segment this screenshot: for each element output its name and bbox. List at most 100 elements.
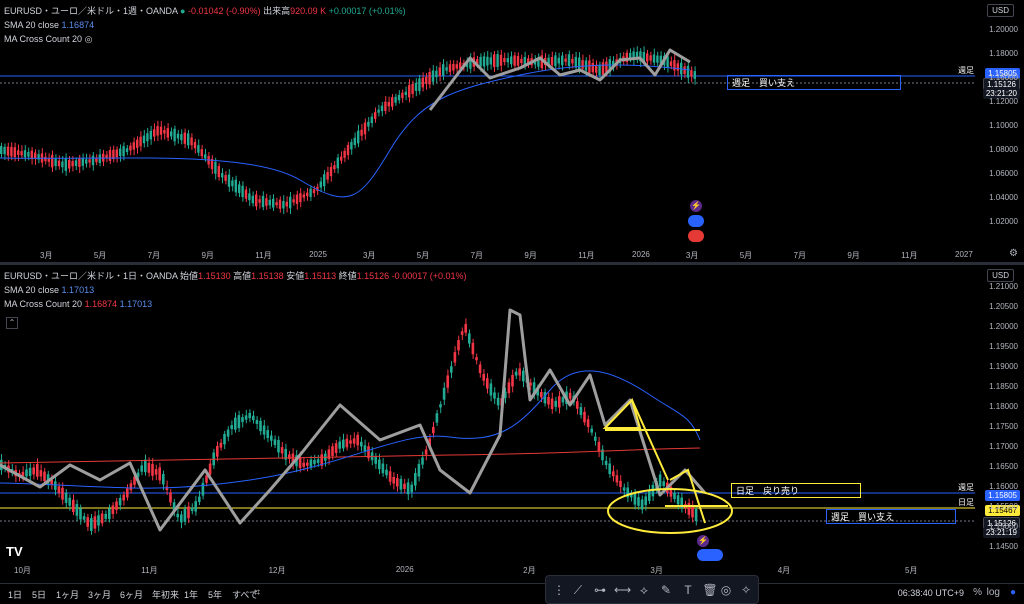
daily-candle — [338, 441, 341, 449]
daily-candle — [277, 439, 280, 453]
daily-candle — [579, 407, 583, 415]
daily-candle — [75, 503, 79, 516]
path-tool-icon[interactable]: ⟡ — [640, 583, 648, 597]
daily-candle — [334, 443, 338, 453]
daily-candle — [558, 396, 561, 408]
price-tick-label: 1.06000 — [989, 169, 1018, 178]
weekly-candle — [421, 77, 424, 88]
weekly-candle — [61, 161, 64, 168]
us-flag-event-icon[interactable] — [688, 230, 704, 242]
daily-change: -0.00017 (+0.01%) — [391, 271, 467, 281]
weekly-currency-button[interactable]: USD — [987, 4, 1014, 17]
timeframe-button[interactable]: 3ヶ月 — [88, 590, 112, 600]
date-range-icon[interactable]: ⌗ — [254, 587, 261, 599]
ray-tool-icon[interactable]: ⟷ — [614, 583, 632, 597]
timeframe-button[interactable]: すべて — [232, 590, 259, 600]
weekly-macc-legend[interactable]: MA Cross Count 20 ◎ — [4, 34, 92, 45]
time-tick-label: 3月 — [685, 251, 699, 260]
timeframe-button[interactable]: 6ヶ月 — [120, 590, 144, 600]
log-toggle[interactable]: log — [986, 587, 1000, 598]
timeframe-button[interactable]: 1年 — [184, 590, 199, 600]
timeframe-button[interactable]: 1ヶ月 — [56, 590, 80, 600]
settings-gear-icon[interactable]: ⚙ — [1009, 248, 1018, 259]
price-tick-label: 1.19000 — [989, 362, 1018, 371]
daily-candle — [410, 484, 413, 493]
weekly-candle — [676, 63, 679, 71]
pane-separator[interactable] — [0, 262, 1024, 265]
daily-candle — [280, 447, 284, 454]
lightning-event-icon[interactable]: ⚡ — [690, 200, 702, 212]
daily-candle — [403, 483, 406, 489]
weekly-candle — [146, 133, 149, 142]
weekly-candle — [71, 161, 74, 167]
daily-candle — [111, 505, 115, 514]
daily-symbol[interactable]: EURUSD・ユーロ／米ドル・1日・OANDA — [4, 271, 178, 281]
timeframe-button[interactable]: 年初来 — [152, 590, 180, 600]
weekly-candle — [0, 146, 3, 154]
timeframe-button[interactable]: 5年 — [208, 590, 223, 600]
daily-candle — [399, 478, 403, 490]
tradingview-logo[interactable]: TV — [6, 544, 23, 559]
price-tick-label: 1.12000 — [989, 97, 1018, 106]
weekly-candle — [221, 173, 224, 178]
daily-ma-long-line — [0, 447, 701, 464]
weekly-candle — [214, 161, 217, 174]
daily-swing-path — [0, 308, 707, 532]
collapse-chevron-icon[interactable]: ⌃ — [6, 317, 18, 329]
weekly-support-note[interactable]: 週足 買い支え — [727, 75, 901, 90]
daily-resistance-note[interactable]: 日足 戻り売り — [731, 483, 861, 498]
daily-candle — [266, 430, 269, 439]
daily-macc-legend[interactable]: MA Cross Count 20 1.16874 1.17013 — [4, 299, 152, 309]
weekly-candle — [425, 76, 428, 84]
highlighter-tool-icon[interactable]: ✧ — [740, 583, 752, 597]
close-value: 1.15126 — [356, 271, 390, 281]
weekly-candle — [302, 194, 305, 198]
delete-tool-icon[interactable]: 🗑 — [702, 583, 718, 597]
text-tool-icon[interactable]: T — [684, 583, 692, 597]
daily-economic-event-icons[interactable] — [697, 549, 723, 561]
percent-toggle[interactable]: % — [973, 587, 982, 598]
weekly-candle — [275, 202, 278, 206]
daily-candle — [669, 486, 673, 497]
low-label: 安値 — [286, 271, 305, 281]
daily-chart-pane[interactable]: EURUSD・ユーロ／米ドル・1日・OANDA 始値1.15130 高値1.15… — [0, 265, 1024, 577]
drag-handle-icon[interactable]: ⋮ — [553, 583, 565, 597]
weekly-symbol[interactable]: EURUSD・ユーロ／米ドル・1週・OANDA — [4, 6, 178, 16]
daily-support-note[interactable]: 週足 買い支え — [826, 509, 956, 524]
daily-lightning-event-icon[interactable]: ⚡ — [697, 535, 709, 547]
daily-macc-label: MA Cross Count 20 — [4, 299, 83, 309]
daily-candle — [648, 490, 651, 501]
timeframe-button[interactable]: 5日 — [32, 590, 47, 600]
time-tick-label: 4月 — [777, 566, 791, 575]
target-tool-icon[interactable]: ◎ — [720, 583, 732, 597]
daily-sma-legend[interactable]: SMA 20 close 1.17013 — [4, 285, 94, 295]
daily-candle — [576, 401, 579, 409]
daily-candle — [694, 508, 698, 522]
daily-currency-button[interactable]: USD — [987, 269, 1014, 282]
timeframe-button[interactable]: 1日 — [8, 590, 23, 600]
weekly-candle — [248, 193, 251, 201]
weekly-candle — [686, 65, 690, 78]
economic-event-icon[interactable] — [688, 215, 704, 227]
weekly-candle — [561, 55, 564, 66]
clock[interactable]: 06:38:40 UTC+9 — [897, 588, 964, 598]
daily-candle — [676, 495, 680, 505]
daily-chart-canvas[interactable] — [0, 265, 1024, 577]
trendline-tool-icon[interactable]: ⟋ — [573, 583, 583, 597]
weekly-candle — [200, 149, 203, 157]
horizontal-line-tool-icon[interactable]: ⊶ — [594, 583, 606, 597]
bottom-toolbar: 1日 5日 1ヶ月 3ヶ月 6ヶ月 年初来 1年 5年 すべて ⌗ 06:38:40 UTC+9… — [0, 583, 1024, 603]
eye-icon[interactable]: ◎ — [84, 34, 93, 44]
weekly-chart-canvas[interactable] — [0, 0, 1024, 262]
daily-candle — [529, 382, 532, 386]
weekly-sma-legend[interactable]: SMA 20 close 1.16874 — [4, 20, 94, 30]
weekly-chart-pane[interactable]: EURUSD・ユーロ／米ドル・1週・OANDA ● -0.01042 (-0.9… — [0, 0, 1024, 262]
daily-candle — [97, 515, 100, 526]
brush-tool-icon[interactable]: ✎ — [660, 583, 672, 597]
auto-toggle[interactable]: ● — [1009, 587, 1016, 598]
daily-candle — [363, 445, 367, 452]
weekly-candle — [23, 150, 27, 158]
daily-candle — [205, 475, 208, 483]
weekly-candle — [231, 180, 234, 187]
weekly-candle — [156, 126, 159, 136]
